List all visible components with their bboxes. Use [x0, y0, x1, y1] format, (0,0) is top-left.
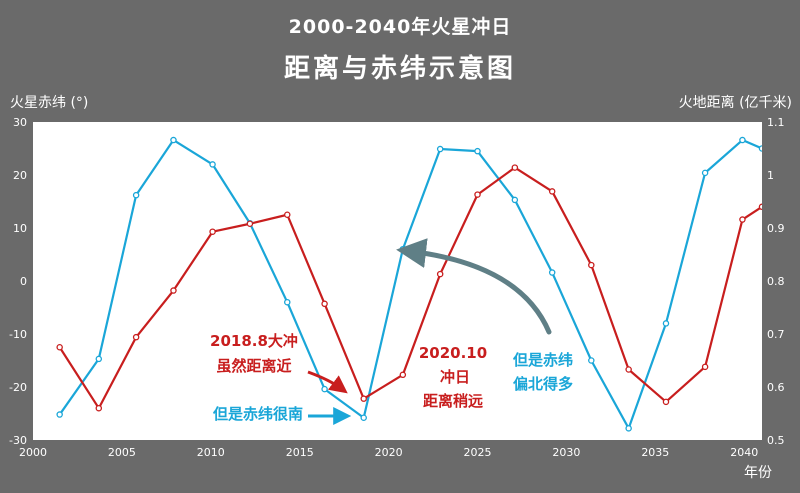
declination-point	[436, 145, 444, 153]
y-right-tick-label: 1.1	[767, 116, 785, 129]
x-tick-label: 2020	[375, 446, 403, 459]
distance-line	[58, 166, 762, 410]
declination-point	[132, 191, 140, 199]
y-left-tick-labels: -30 -20 -10 0 10 20 30	[9, 116, 27, 447]
y-right-tick-label: 0.6	[767, 381, 785, 394]
x-tick-label: 2015	[286, 446, 314, 459]
declination-point	[321, 385, 328, 393]
x-tick-label: 2000	[19, 446, 47, 459]
annotation-arrow	[396, 238, 552, 335]
declination-point	[701, 169, 709, 177]
distance-point	[321, 300, 328, 308]
series-lines	[58, 138, 762, 430]
x-tick-label: 2040	[730, 446, 758, 459]
declination-line	[58, 138, 762, 430]
declination-point	[588, 357, 595, 364]
x-tick-label: 2025	[464, 446, 492, 459]
distance-point	[170, 287, 177, 294]
x-tick-label: 2005	[108, 446, 136, 459]
y-left-tick-label: -10	[9, 328, 27, 341]
y-right-tick-labels: 0.5 0.6 0.7 0.8 0.9 1 1.1	[767, 116, 785, 447]
declination-point	[474, 147, 481, 155]
y-axis-right-label: 火地距离 (亿千米)	[678, 95, 792, 111]
y-axis-left-label: 火星赤纬 (°)	[10, 95, 89, 111]
distance-point	[548, 188, 556, 195]
distance-point	[360, 395, 367, 402]
annotation-arrow	[307, 370, 348, 394]
x-tick-label: 2035	[641, 446, 669, 459]
declination-point	[511, 196, 519, 204]
annotation-text: 但是赤纬很南	[212, 405, 303, 423]
y-right-tick-label: 0.5	[767, 434, 785, 447]
chart-subtitle: 距离与赤纬示意图	[283, 54, 516, 84]
y-left-tick-label: 30	[13, 116, 27, 129]
distance-point	[399, 371, 407, 379]
declination-point	[758, 145, 762, 152]
distance-point	[588, 261, 595, 269]
distance-point	[246, 220, 254, 228]
declination-point	[399, 245, 407, 253]
annotation-text: 2020.10	[419, 344, 487, 362]
distance-point	[95, 404, 103, 412]
y-left-tick-label: -20	[9, 381, 27, 394]
annotation-arrows	[307, 238, 552, 425]
y-left-tick-label: 10	[13, 222, 27, 235]
plot-area	[33, 122, 762, 440]
chart-title: 2000-2040年火星冲日	[288, 16, 512, 38]
y-right-tick-label: 1	[767, 169, 774, 182]
x-tick-labels: 2000 2005 2010 2015 2020 2025 2030 2035 2040	[19, 446, 758, 459]
distance-point	[474, 191, 481, 198]
distance-point	[701, 363, 709, 371]
x-axis-label: 年份	[744, 465, 772, 481]
annotation-text: 冲日	[440, 368, 470, 386]
declination-point	[209, 161, 216, 168]
y-left-tick-label: 20	[13, 169, 27, 182]
declination-point	[548, 269, 556, 276]
annotation-text: 虽然距离近	[216, 357, 291, 375]
distance-point	[739, 216, 746, 223]
y-left-tick-label: -30	[9, 434, 27, 447]
distance-point	[662, 398, 670, 406]
declination-point	[360, 414, 367, 421]
distance-point	[625, 366, 632, 373]
x-tick-label: 2010	[197, 446, 225, 459]
declination-point	[95, 355, 103, 363]
declination-point	[170, 136, 177, 144]
distance-point	[284, 211, 291, 218]
x-tick-label: 2030	[552, 446, 580, 459]
declination-point	[739, 136, 746, 144]
declination-point	[56, 411, 63, 418]
annotation-text: 距离稍远	[423, 392, 483, 410]
y-left-tick-label: 0	[20, 275, 27, 288]
declination-point	[284, 298, 291, 306]
distance-point	[132, 333, 140, 341]
annotation-text: 偏北得多	[513, 375, 573, 393]
declination-point	[662, 320, 670, 327]
distance-point	[511, 164, 519, 171]
distance-point	[758, 203, 762, 211]
annotation-text: 2018.8大冲	[210, 332, 298, 350]
declination-point	[625, 425, 632, 432]
y-right-tick-label: 0.9	[767, 222, 785, 235]
annotation-text: 但是赤纬	[512, 351, 573, 369]
distance-point	[436, 270, 444, 278]
y-right-tick-label: 0.8	[767, 275, 785, 288]
distance-point	[56, 343, 63, 351]
distance-point	[209, 228, 216, 235]
y-right-tick-label: 0.7	[767, 328, 785, 341]
